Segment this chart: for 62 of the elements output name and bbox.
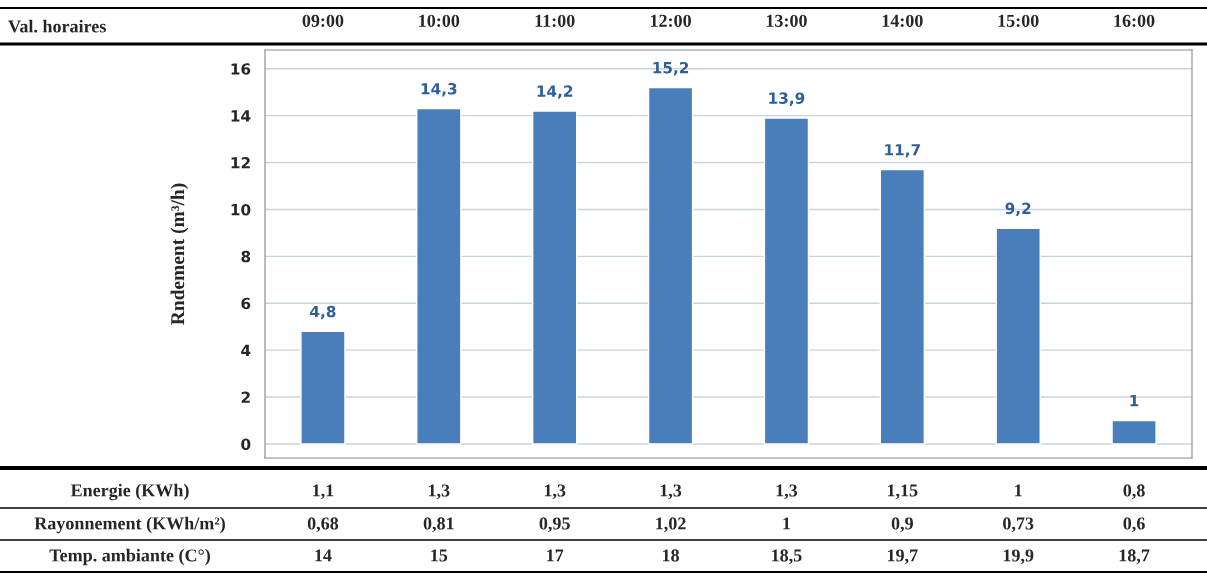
text: 0,95 bbox=[539, 517, 570, 533]
bar bbox=[300, 330, 346, 445]
data-label: 11,7 bbox=[885, 144, 920, 158]
text: 18,5 bbox=[772, 549, 802, 565]
data-label: 14,2 bbox=[537, 85, 573, 99]
y-axis-title: Rndement (m³/h) bbox=[170, 183, 189, 325]
y-tick-label: 6 bbox=[241, 297, 251, 310]
text: 1,3 bbox=[776, 484, 798, 500]
text: 19,9 bbox=[1003, 549, 1034, 565]
text: Val. horaires bbox=[8, 19, 106, 33]
x-tick-label: 14:00 bbox=[882, 14, 923, 27]
data-label: 4,8 bbox=[310, 305, 336, 320]
bar bbox=[995, 227, 1041, 445]
data-label: 9,2 bbox=[1005, 202, 1031, 217]
text: 19,7 bbox=[887, 549, 918, 565]
text: 0,81 bbox=[423, 517, 454, 533]
text: 1,3 bbox=[544, 484, 566, 500]
bar bbox=[879, 168, 926, 445]
text: 0,73 bbox=[1003, 517, 1034, 533]
text: 17 bbox=[547, 549, 564, 562]
y-tick-label: 8 bbox=[241, 250, 251, 263]
x-tick-label: 09:00 bbox=[302, 14, 344, 27]
y-tick-label: 10 bbox=[231, 203, 251, 216]
text: Rayonnement (KWh/m²) bbox=[34, 516, 225, 534]
bar bbox=[531, 110, 578, 445]
x-tick-label: 15:00 bbox=[998, 14, 1039, 27]
text: 18 bbox=[662, 549, 679, 562]
y-tick-label: 2 bbox=[241, 391, 250, 403]
text: Energie (KWh) bbox=[70, 483, 189, 501]
x-tick-label: 12:00 bbox=[650, 14, 691, 27]
text: 1 bbox=[783, 517, 791, 530]
y-tick-label: 4 bbox=[241, 344, 251, 356]
text: 18,7 bbox=[1119, 549, 1150, 565]
data-label: 1 bbox=[1130, 395, 1139, 407]
x-tick-label: 10:00 bbox=[419, 14, 460, 27]
text: 1,3 bbox=[660, 484, 682, 500]
bar bbox=[416, 107, 462, 445]
bar bbox=[763, 117, 810, 445]
text: 15 bbox=[431, 549, 448, 562]
y-tick-label: 0 bbox=[241, 438, 251, 450]
bar bbox=[647, 86, 694, 445]
y-tick-label: 12 bbox=[231, 157, 250, 169]
bar bbox=[1111, 419, 1157, 445]
data-label: 14,3 bbox=[421, 82, 457, 97]
y-tick-label: 14 bbox=[231, 110, 251, 122]
data-label: 13,9 bbox=[769, 92, 805, 106]
text: 1 bbox=[1015, 484, 1022, 497]
x-tick-label: 16:00 bbox=[1114, 14, 1155, 27]
text: 0,6 bbox=[1123, 517, 1145, 533]
text: Temp. ambiante (C°) bbox=[49, 548, 210, 566]
text: 1,15 bbox=[887, 484, 918, 500]
text: 14 bbox=[315, 549, 332, 562]
text: 0,68 bbox=[307, 517, 339, 533]
text: 0,8 bbox=[1123, 484, 1145, 500]
text: 0,9 bbox=[891, 517, 913, 533]
x-tick-label: 13:00 bbox=[766, 14, 807, 27]
data-label: 15,2 bbox=[653, 61, 689, 76]
x-tick-label: 11:00 bbox=[535, 14, 575, 27]
text: 1,1 bbox=[313, 484, 334, 500]
y-tick-label: 16 bbox=[231, 63, 251, 75]
text: 1,02 bbox=[656, 517, 686, 533]
text: 1,3 bbox=[428, 484, 450, 500]
